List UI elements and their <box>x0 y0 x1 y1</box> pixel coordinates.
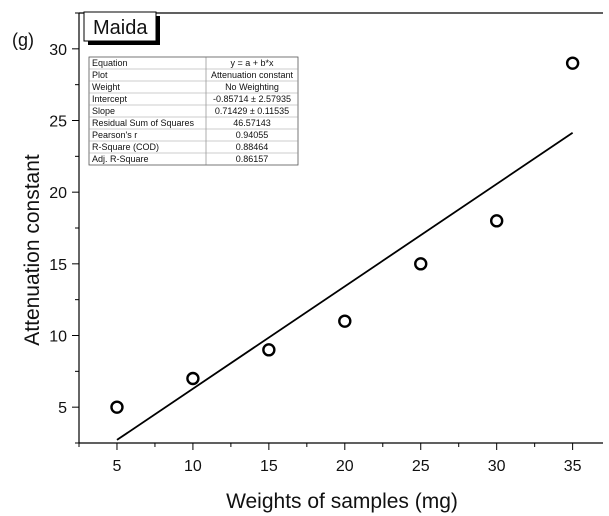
stats-row-label: Residual Sum of Squares <box>92 118 195 128</box>
stats-row-value: 0.71429 ± 0.11535 <box>215 106 289 116</box>
stats-row-label: Equation <box>92 58 128 68</box>
y-tick-label: 5 <box>58 400 67 417</box>
data-point <box>338 314 352 328</box>
data-point <box>186 371 200 386</box>
stats-row-label: R-Square (COD) <box>92 142 159 152</box>
x-tick-label: 10 <box>184 458 202 475</box>
stats-row-label: Intercept <box>92 94 128 104</box>
x-tick-label: 15 <box>260 458 278 475</box>
panel-label: (g) <box>12 30 34 50</box>
fit-layer <box>116 132 574 441</box>
stats-row-value: 0.94055 <box>236 130 269 140</box>
stats-row-label: Weight <box>92 82 120 92</box>
y-tick-label: 30 <box>49 42 67 59</box>
stats-row-label: Plot <box>92 70 108 80</box>
stats-row-value: 0.88464 <box>236 142 269 152</box>
data-point <box>262 343 276 357</box>
stats-row-label: Adj. R-Square <box>92 154 149 164</box>
legend-label: Maida <box>93 17 148 39</box>
x-tick-label: 20 <box>336 458 354 475</box>
y-axis-title: Attenuation constant <box>21 154 44 346</box>
data-point <box>110 400 124 414</box>
data-point <box>489 214 504 228</box>
legend: Maida <box>83 11 160 45</box>
stats-row-label: Slope <box>92 106 115 116</box>
fit-stats-table: Equation y = a + b*x Plot Attenuation const… <box>88 56 299 166</box>
stats-table-frame <box>88 56 299 166</box>
legend-box <box>83 11 157 42</box>
fit-line <box>116 132 574 441</box>
y-tick-label: 15 <box>49 257 67 274</box>
data-point <box>414 257 428 271</box>
stats-row-value: 46.57143 <box>233 118 271 128</box>
axes: 5 10 15 20 25 30 35 5 10 15 20 25 30 <box>49 12 603 475</box>
y-tick-label: 25 <box>49 114 67 131</box>
x-tick-label: 35 <box>564 458 582 475</box>
stats-row-value: 0.86157 <box>236 154 269 164</box>
data-point <box>565 56 580 70</box>
x-tick-label: 30 <box>488 458 506 475</box>
stats-row-value: Attenuation constant <box>211 70 294 80</box>
stats-row-value: No Weighting <box>225 82 279 92</box>
stats-row-value: -0.85714 ± 2.57935 <box>213 94 291 104</box>
stats-row-label: Pearson's r <box>92 130 137 140</box>
y-tick-label: 10 <box>49 329 67 346</box>
stats-row-value: y = a + b*x <box>230 58 274 68</box>
x-tick-label: 5 <box>113 458 122 475</box>
x-axis-title: Weights of samples (mg) <box>226 490 458 513</box>
x-tick-label: 25 <box>412 458 430 475</box>
points-layer <box>110 56 580 414</box>
y-tick-label: 20 <box>49 185 67 202</box>
